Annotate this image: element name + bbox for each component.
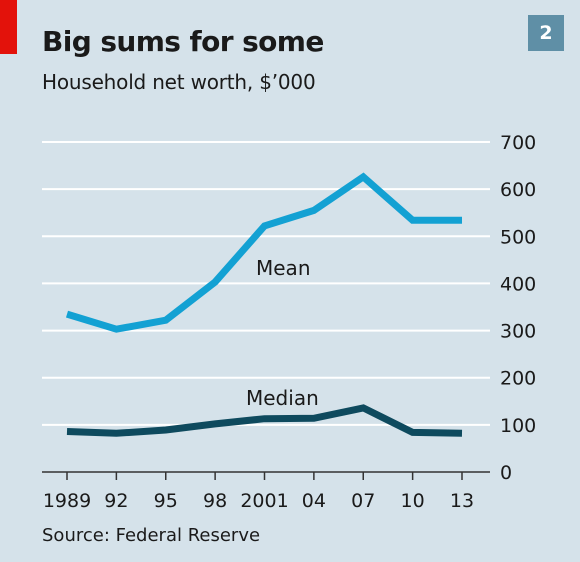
x-tick-label: 1989	[43, 490, 91, 512]
series-lines	[65, 172, 463, 437]
y-tick-label: 700	[500, 132, 536, 154]
y-tick-label: 400	[500, 273, 536, 295]
x-axis: 1989 92 95 98 2001 04 07 10 13	[42, 471, 490, 512]
x-tick-label: 04	[302, 490, 326, 512]
chart-subtitle: Household net worth, $’000	[42, 70, 316, 94]
chart-number-badge: 2	[528, 15, 564, 51]
x-tick-label: 92	[104, 490, 128, 512]
gridlines	[42, 141, 490, 426]
x-tick-label: 2001	[240, 490, 288, 512]
y-tick-label: 300	[500, 321, 536, 343]
y-tick-label: 600	[500, 179, 536, 201]
series-label-median: Median	[246, 386, 319, 410]
x-tick-label: 07	[351, 490, 375, 512]
x-tick-label: 98	[203, 490, 227, 512]
series-labels: Mean Median	[246, 256, 319, 410]
series-line-median	[66, 404, 463, 437]
red-corner-tag	[0, 0, 17, 54]
source-note: Source: Federal Reserve	[42, 525, 261, 546]
x-tick-label: 10	[401, 490, 425, 512]
y-tick-label: 0	[500, 462, 512, 484]
y-axis-ticks: 0 100 200 300 400 500 600 700	[500, 132, 536, 484]
x-tick-label: 13	[450, 490, 474, 512]
x-tick-label: 95	[154, 490, 178, 512]
chart-title: Big sums for some	[42, 25, 324, 58]
y-tick-label: 200	[500, 368, 536, 390]
series-line-mean	[65, 172, 462, 333]
series-label-mean: Mean	[256, 256, 311, 280]
y-tick-label: 100	[500, 415, 536, 437]
y-tick-label: 500	[500, 226, 536, 248]
